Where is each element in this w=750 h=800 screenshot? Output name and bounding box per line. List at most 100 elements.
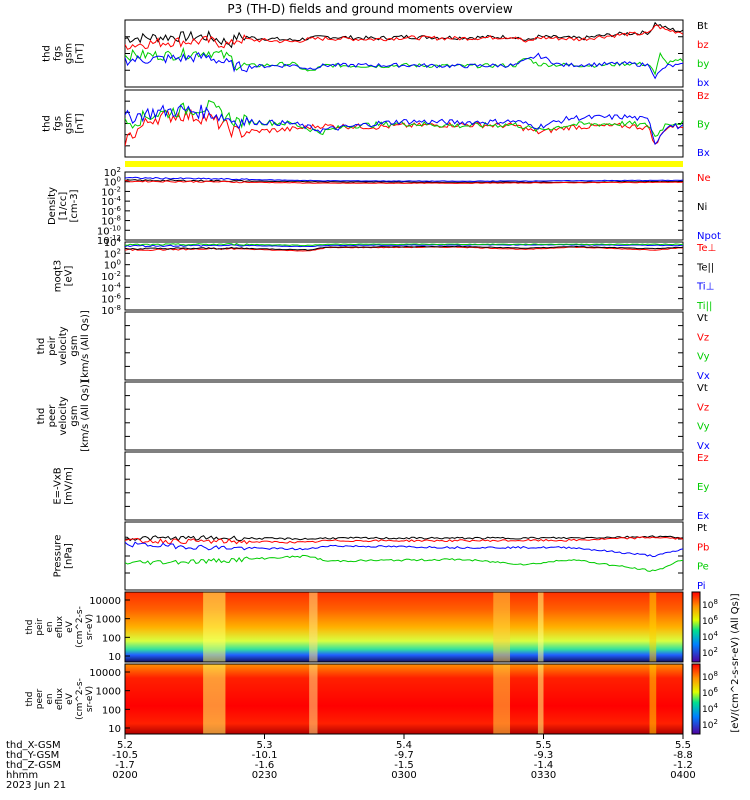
colorbar-tick-label: 108 bbox=[702, 598, 718, 611]
spectrogram-peer-eflux: 10000 1000 100 10 thd peer en eflux eV (cm^2-s-sr… bbox=[25, 663, 684, 735]
panel-frame bbox=[124, 311, 684, 381]
spectrogram-feature bbox=[493, 664, 511, 734]
y-tick-label: 10000 bbox=[89, 668, 121, 679]
y-tick-label: 100 bbox=[102, 705, 121, 716]
series-Te|| bbox=[125, 245, 683, 251]
y-axis-label: velocity bbox=[58, 326, 69, 365]
y-tick-label: 10 bbox=[108, 652, 121, 663]
y-axis-label: gsm bbox=[64, 113, 75, 134]
x-row-value: 5.4 bbox=[396, 740, 412, 751]
legend-Pi: Pi bbox=[697, 581, 706, 592]
y-axis-label: [km/s (All Qs)] bbox=[80, 310, 91, 382]
colorbar-tick-label: 102 bbox=[702, 718, 718, 731]
legend-Bz: Bz bbox=[697, 91, 709, 102]
y-tick-exponent: -8 bbox=[114, 215, 121, 223]
series-Ti|| bbox=[125, 243, 683, 247]
spectrogram-feature bbox=[309, 664, 318, 734]
panel-frame bbox=[124, 381, 684, 451]
x-row-label: thd_X-GSM bbox=[6, 740, 61, 751]
legend-Te||: Te|| bbox=[696, 262, 714, 273]
series-Npot bbox=[125, 176, 683, 182]
series-Ni bbox=[125, 179, 683, 184]
y-axis-label: thd bbox=[42, 115, 53, 132]
spectrogram-feature bbox=[309, 592, 318, 662]
y-tick-exponent: -4 bbox=[114, 195, 122, 203]
panel-peer: thd peer velocity gsm [km/s (All Qs)] Vt Vz Vy V… bbox=[36, 380, 710, 452]
x-row-value: -1.6 bbox=[255, 760, 275, 771]
x-row-value: 0300 bbox=[391, 770, 416, 781]
colorbar-tick-label: 104 bbox=[702, 702, 718, 715]
colorbar-tick-exponent: 4 bbox=[713, 630, 718, 638]
y-tick-exponent: 0 bbox=[117, 259, 121, 267]
colorbar-tick-label: 102 bbox=[702, 646, 718, 659]
x-row-value: 5.3 bbox=[257, 740, 273, 751]
x-row-value: 0400 bbox=[670, 770, 695, 781]
legend-Vy: Vy bbox=[697, 422, 710, 433]
y-tick-label: 1000 bbox=[96, 615, 121, 626]
y-axis-label: sr-eV) bbox=[85, 614, 95, 640]
series-Pb bbox=[125, 536, 683, 545]
x-row-value: -1.4 bbox=[534, 760, 554, 771]
colorbar: 108 106 104 102 108 106 104 102 [eV/(cm^2-s-sr-e… bbox=[691, 591, 741, 735]
colorbar-tick-exponent: 6 bbox=[713, 686, 718, 694]
x-row-value: -9.7 bbox=[394, 750, 414, 761]
y-tick-exponent: 0 bbox=[117, 176, 121, 184]
x-row-label: thd_Z-GSM bbox=[6, 760, 61, 771]
y-axis-label: eV bbox=[65, 620, 75, 633]
legend-Vt: Vt bbox=[697, 383, 708, 394]
series-By bbox=[125, 99, 683, 138]
y-axis-label: peir bbox=[47, 335, 58, 355]
y-tick-label: 10 bbox=[108, 724, 121, 735]
x-row-label: hhmm bbox=[6, 770, 38, 781]
legend-Vt: Vt bbox=[697, 313, 708, 324]
y-tick-exponent: -8 bbox=[114, 304, 121, 312]
colorbar-tick-label: 106 bbox=[702, 614, 718, 627]
y-axis-label: eV bbox=[65, 692, 75, 705]
y-axis-label: en bbox=[45, 621, 55, 632]
panel-frame bbox=[124, 19, 684, 88]
y-axis-label: fgs bbox=[53, 116, 64, 131]
colorbar-strip bbox=[691, 663, 701, 735]
legend-Vz: Vz bbox=[697, 332, 709, 343]
legend-Vx: Vx bbox=[697, 371, 710, 382]
date-label: 2023 Jun 21 bbox=[6, 780, 66, 791]
y-axis-label: sr-eV) bbox=[85, 686, 95, 712]
legend-Bt: Bt bbox=[697, 21, 708, 32]
y-tick-exponent: -10 bbox=[110, 224, 121, 232]
legend-Pb: Pb bbox=[697, 542, 709, 553]
legend-Ti⊥: Ti⊥ bbox=[696, 282, 714, 293]
colorbar-tick-exponent: 6 bbox=[713, 614, 718, 622]
y-axis-label: peer bbox=[47, 404, 58, 428]
colorbar-tick-exponent: 2 bbox=[713, 646, 717, 654]
series-Bt bbox=[125, 21, 683, 49]
legend-Bx: Bx bbox=[697, 148, 710, 159]
legend-Pe: Pe bbox=[697, 562, 709, 573]
x-row-value: -1.2 bbox=[673, 760, 693, 771]
panel-peir: thd peir velocity gsm [km/s (All Qs)] Vt Vz Vy V… bbox=[36, 310, 710, 382]
spectrogram-feature bbox=[537, 592, 544, 662]
x-row-value: -1.5 bbox=[394, 760, 414, 771]
panel-frame bbox=[124, 451, 684, 521]
plot-title: P3 (TH-D) fields and ground moments over… bbox=[227, 2, 512, 16]
y-axis-label: thd bbox=[42, 45, 53, 62]
x-row-value: 5.2 bbox=[117, 740, 133, 751]
legend-Ex: Ex bbox=[697, 511, 709, 522]
y-axis-label: eflux bbox=[55, 615, 65, 638]
y-tick-label: 10-8 bbox=[101, 304, 121, 317]
legend-Vz: Vz bbox=[697, 402, 709, 413]
colorbar-tick-exponent: 2 bbox=[713, 718, 717, 726]
panel-frame bbox=[124, 171, 684, 241]
colorbar-label: [eV/(cm^2-s-sr-eV) (All Qs)] bbox=[730, 593, 741, 732]
y-tick-exponent: -4 bbox=[114, 281, 122, 289]
legend-Vx: Vx bbox=[697, 441, 710, 452]
y-axis-label: peir bbox=[35, 618, 45, 636]
legend-Ne: Ne bbox=[697, 173, 711, 184]
y-axis-label: gsm bbox=[69, 405, 80, 426]
y-axis-label: gsm bbox=[69, 335, 80, 356]
colorbar-tick-exponent: 8 bbox=[713, 598, 717, 606]
panel-frame bbox=[124, 241, 684, 311]
colorbar-strip bbox=[691, 591, 701, 663]
